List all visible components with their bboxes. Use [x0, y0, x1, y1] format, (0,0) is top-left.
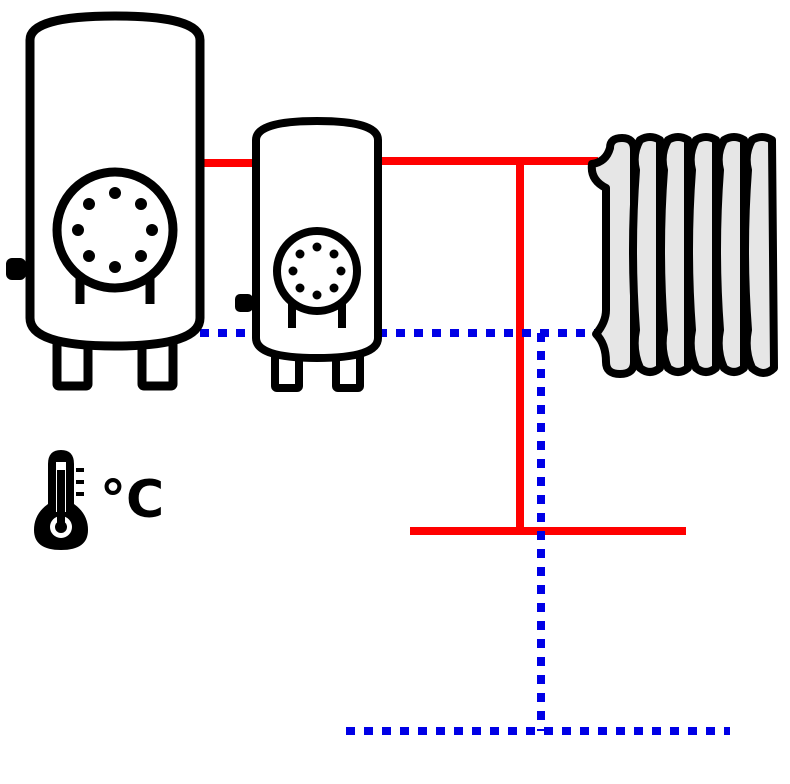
buffer-tank-icon [235, 116, 382, 392]
radiator-section-2 [629, 133, 664, 376]
buffer-tank-valve [235, 294, 253, 312]
thermometer-icon [34, 450, 88, 550]
boiler-tank-icon [6, 11, 205, 391]
boiler-tank-valve [6, 258, 26, 280]
supply-lines [200, 157, 686, 535]
buffer-tank-flange-bolts [288, 242, 346, 300]
radiator-section-3 [657, 133, 692, 376]
radiator-icon [587, 133, 778, 378]
return-lines [200, 329, 730, 735]
radiator-section-6 [741, 133, 778, 377]
radiator-section-5 [713, 133, 748, 376]
temperature-unit-label: °C [100, 470, 165, 530]
boiler-tank-flange-bolts [72, 187, 158, 273]
radiator-section-1 [587, 134, 638, 378]
radiator-section-4 [685, 133, 720, 376]
